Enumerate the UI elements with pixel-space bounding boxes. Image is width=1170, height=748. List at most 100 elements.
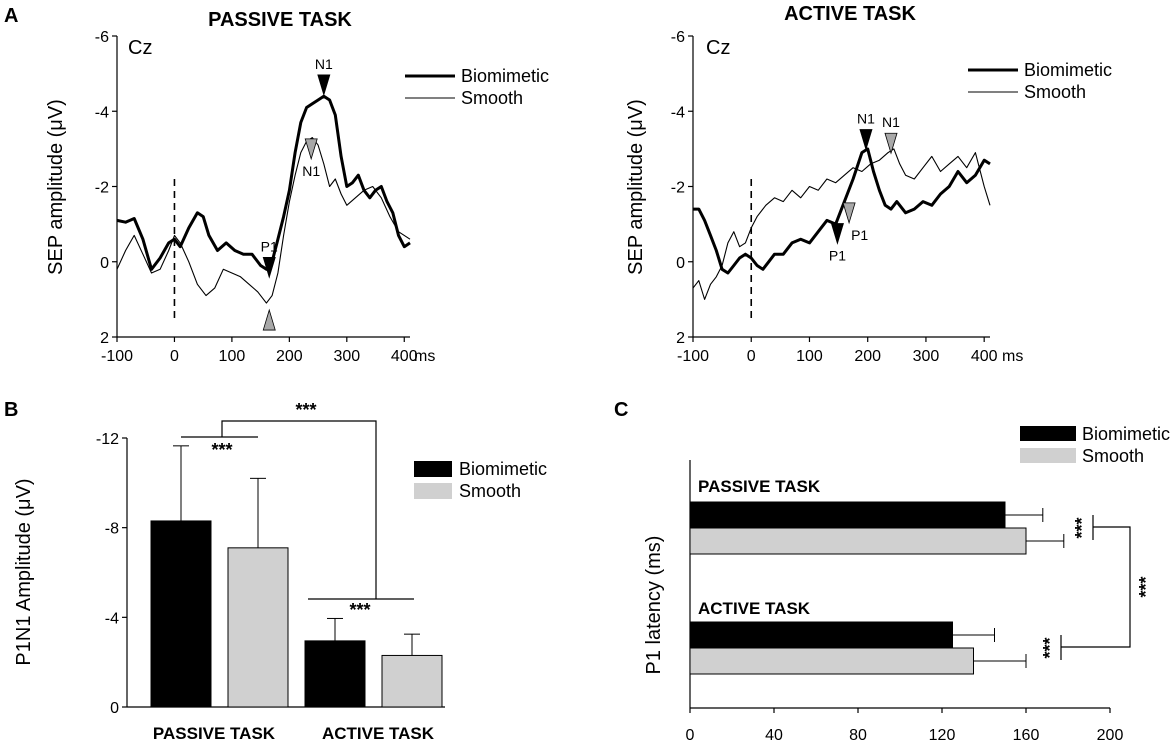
category-label-active: ACTIVE TASK (322, 724, 435, 743)
x-tick-label: 100 (219, 348, 246, 365)
category-label-passive: PASSIVE TASK (153, 724, 276, 743)
legend-label-biomimetic: Biomimetic (1024, 60, 1112, 80)
legend-amplitude: Biomimetic Smooth (414, 459, 547, 501)
x-tick-label: -100 (101, 348, 133, 365)
y-tick-label: 2 (100, 330, 109, 347)
channel-label-active: Cz (706, 37, 730, 59)
bar-smooth-active (689, 647, 974, 675)
peak-marker-n1 (317, 74, 331, 97)
legend-swatch-biomimetic (414, 461, 452, 477)
legend-active: Biomimetic Smooth (968, 60, 1112, 102)
x-tick-label: 100 (796, 348, 823, 365)
y-tick-label: -12 (96, 431, 119, 448)
category-label-passive: PASSIVE TASK (698, 477, 821, 496)
legend-label-biomimetic: Biomimetic (461, 66, 549, 86)
peak-label-p1: P1 (851, 227, 868, 243)
panel-label-b: B (4, 399, 18, 421)
x-unit-active: ms (1002, 348, 1023, 365)
peak-marker-n1 (884, 132, 898, 155)
legend-label-smooth: Smooth (461, 88, 523, 108)
y-tick-label: -4 (671, 104, 685, 121)
peak-marker-p1 (830, 223, 844, 245)
x-tick-label: 0 (170, 348, 179, 365)
x-tick-label: 160 (1013, 727, 1040, 744)
y-tick-label: 0 (110, 700, 119, 717)
y-axis-label-latency: P1 latency (ms) (643, 536, 665, 675)
x-tick-label: 300 (333, 348, 360, 365)
x-tick-label: 80 (849, 727, 867, 744)
significance-marker-active: *** (1040, 637, 1060, 658)
peak-label-n1: N1 (302, 163, 320, 179)
panel-label-a: A (4, 5, 18, 27)
erp-chart-active: ACTIVE TASK SEP amplitude (μV) Cz -6 -4 -2… (625, 3, 1112, 365)
bar-chart-latency: P1 latency (ms) 0 40 80 120 160 200 PASSIVE T… (643, 424, 1170, 744)
x-tick-label: 400 (391, 348, 418, 365)
peak-marker-p1 (262, 308, 276, 331)
legend-label-smooth: Smooth (1024, 82, 1086, 102)
bar-smooth-passive (227, 547, 289, 708)
peak-label-p1: P1 (261, 238, 278, 254)
significance-bracket-task (1061, 526, 1131, 648)
significance-bracket-task (221, 420, 377, 599)
series-line-biomimetic-passive (116, 94, 411, 271)
y-tick-label: -4 (105, 610, 119, 627)
significance-marker-passive: *** (1072, 517, 1092, 538)
y-tick-label: -2 (671, 180, 685, 197)
peak-label-n1: N1 (857, 110, 875, 126)
y-tick-label: 0 (676, 255, 685, 272)
bar-biomimetic-passive (150, 520, 212, 708)
legend-label-smooth: Smooth (1082, 446, 1144, 466)
chart-title-passive: PASSIVE TASK (208, 9, 352, 31)
y-tick-label: -8 (105, 521, 119, 538)
legend-label-smooth: Smooth (459, 481, 521, 501)
bar-biomimetic-passive (689, 501, 1006, 529)
peak-label-p1: P1 (829, 248, 846, 264)
x-tick-label: 300 (913, 348, 940, 365)
y-tick-label: -6 (671, 29, 685, 46)
series-line-smooth-active (692, 148, 991, 300)
x-tick-label: 200 (854, 348, 881, 365)
series-line-smooth-passive (116, 137, 411, 304)
significance-marker-active: *** (349, 600, 370, 620)
legend-label-biomimetic: Biomimetic (1082, 424, 1170, 444)
legend-passive: Biomimetic Smooth (405, 66, 549, 108)
channel-label-passive: Cz (128, 37, 152, 59)
x-unit-passive: ms (414, 348, 435, 365)
bar-chart-amplitude: P1N1 Amplitude (μV) 0 -4 -8 -12 PASSIVE TAS… (13, 400, 547, 743)
peak-marker-n1 (859, 129, 873, 151)
peak-marker-p1 (262, 256, 276, 279)
legend-latency: Biomimetic Smooth (1020, 424, 1170, 466)
category-label-active: ACTIVE TASK (698, 599, 811, 618)
peak-marker-n1 (304, 138, 318, 161)
bar-biomimetic-active (689, 621, 953, 649)
y-axis-label-passive: SEP amplitude (μV) (45, 99, 67, 275)
significance-marker-task: *** (295, 400, 316, 420)
erp-chart-passive: PASSIVE TASK SEP amplitude (μV) Cz -6 -4 -… (45, 9, 549, 365)
legend-swatch-smooth (1020, 448, 1076, 463)
chart-title-active: ACTIVE TASK (784, 3, 916, 25)
y-axis-label-active: SEP amplitude (μV) (625, 99, 647, 275)
x-tick-label: 0 (686, 727, 695, 744)
bar-smooth-active (381, 654, 443, 708)
x-tick-label: 200 (1097, 727, 1124, 744)
legend-swatch-smooth (414, 483, 452, 499)
y-tick-label: -4 (95, 104, 109, 121)
y-tick-label: 0 (100, 255, 109, 272)
x-tick-label: 120 (929, 727, 956, 744)
y-tick-label: -6 (95, 29, 109, 46)
y-tick-label: -2 (95, 180, 109, 197)
x-tick-label: 0 (747, 348, 756, 365)
peak-label-n1: N1 (315, 56, 333, 72)
legend-label-biomimetic: Biomimetic (459, 459, 547, 479)
significance-marker-task: *** (1136, 576, 1156, 597)
y-axis-label-amplitude: P1N1 Amplitude (μV) (13, 478, 35, 665)
x-tick-label: 40 (765, 727, 783, 744)
panel-label-c: C (614, 399, 628, 421)
y-tick-label: 2 (676, 330, 685, 347)
x-tick-label: -100 (677, 348, 709, 365)
legend-swatch-biomimetic (1020, 426, 1076, 441)
x-tick-label: 400 (971, 348, 998, 365)
significance-marker-passive: *** (211, 440, 232, 460)
bar-smooth-passive (689, 527, 1027, 555)
